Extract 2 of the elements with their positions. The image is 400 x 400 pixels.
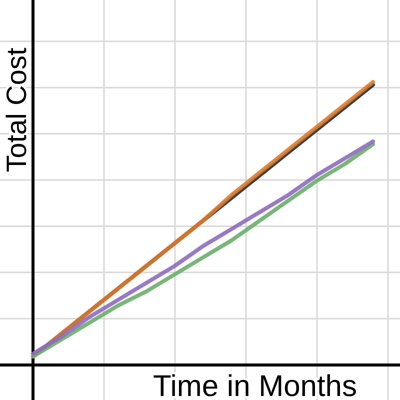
y-axis-title: Total Cost (1, 48, 32, 172)
x-axis-title: Time in Months (153, 370, 357, 400)
